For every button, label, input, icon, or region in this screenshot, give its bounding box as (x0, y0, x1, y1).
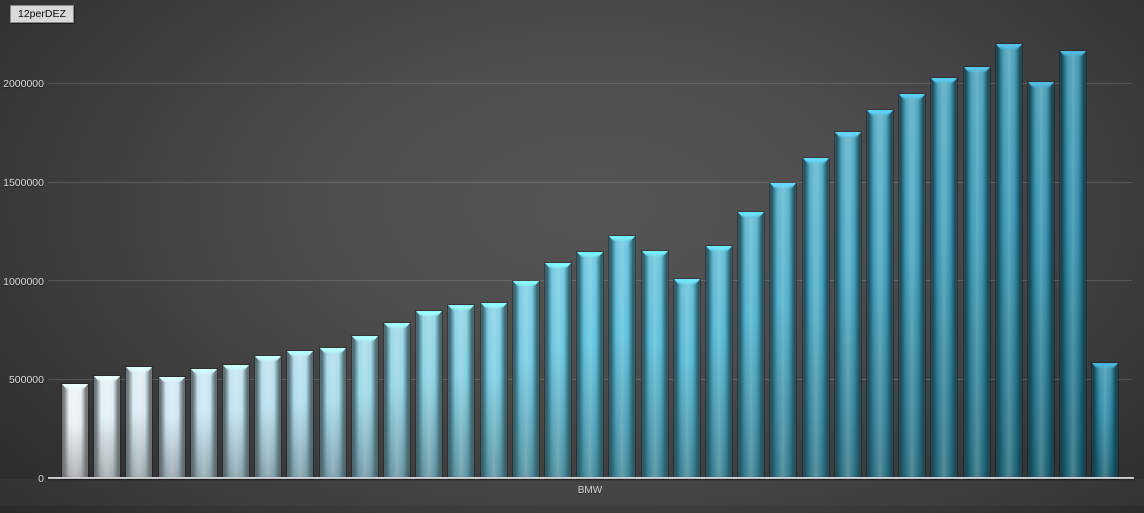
bar[interactable] (770, 183, 796, 479)
bar[interactable] (803, 158, 829, 479)
bar-top-bevel (545, 263, 571, 269)
bar-top-bevel (416, 311, 442, 317)
bar[interactable] (159, 377, 185, 479)
bar-top-bevel (126, 367, 152, 373)
bar-top-bevel (255, 356, 281, 362)
bar[interactable] (835, 132, 861, 479)
bar[interactable] (899, 94, 925, 479)
bar-top-bevel (159, 377, 185, 383)
bar[interactable] (706, 246, 732, 479)
bar-top-bevel (964, 67, 990, 73)
y-tick-label: 2000000 (3, 78, 44, 90)
bar[interactable] (513, 281, 539, 479)
bar-top-bevel (770, 183, 796, 189)
bar[interactable] (126, 367, 152, 479)
bar-top-bevel (223, 365, 249, 371)
bar[interactable] (996, 44, 1022, 479)
y-axis: 0 500000 1000000 1500000 2000000 (0, 0, 44, 485)
bar-top-bevel (384, 323, 410, 329)
x-axis-line (48, 477, 1134, 479)
bar-top-bevel (287, 351, 313, 357)
bar-top-bevel (448, 305, 474, 311)
bar-top-bevel (191, 369, 217, 375)
bar-top-bevel (738, 212, 764, 218)
y-tick-label: 1000000 (3, 275, 44, 288)
bar[interactable] (191, 369, 217, 479)
bar[interactable] (642, 251, 668, 479)
bar[interactable] (416, 311, 442, 479)
bar[interactable] (62, 384, 88, 479)
bar-top-bevel (931, 78, 957, 84)
bar-top-bevel (94, 376, 120, 382)
bar-top-bevel (352, 336, 378, 342)
bar[interactable] (545, 263, 571, 479)
bar-top-bevel (996, 44, 1022, 50)
bar[interactable] (931, 78, 957, 479)
x-axis-title[interactable]: BMW (577, 485, 603, 496)
bar[interactable] (94, 376, 120, 479)
bar-top-bevel (481, 303, 507, 309)
bar[interactable] (287, 351, 313, 479)
bar[interactable] (320, 348, 346, 479)
bar-top-bevel (577, 252, 603, 258)
y-tick-label: 500000 (8, 374, 44, 387)
bar-top-bevel (62, 384, 88, 390)
series-legend-badge[interactable]: 12perDEZ (10, 5, 74, 23)
bar[interactable] (674, 279, 700, 479)
bar[interactable] (609, 236, 635, 479)
bar[interactable] (352, 336, 378, 479)
bar-top-bevel (1060, 51, 1086, 57)
bar[interactable] (384, 323, 410, 479)
bar[interactable] (964, 67, 990, 479)
bar-top-bevel (513, 281, 539, 287)
bar[interactable] (448, 305, 474, 479)
y-tick-label: 1500000 (3, 176, 44, 189)
bar[interactable] (1092, 363, 1118, 479)
bar-top-bevel (609, 236, 635, 242)
bar-top-bevel (803, 158, 829, 164)
bar[interactable] (1060, 51, 1086, 479)
bar-top-bevel (1028, 82, 1054, 88)
bar[interactable] (1028, 82, 1054, 479)
bar-top-bevel (320, 348, 346, 354)
gridline (48, 182, 1132, 183)
bar-top-bevel (642, 251, 668, 257)
bar[interactable] (738, 212, 764, 479)
bar[interactable] (481, 303, 507, 479)
bar[interactable] (867, 110, 893, 479)
bar-top-bevel (835, 132, 861, 138)
bar[interactable] (223, 365, 249, 479)
gridline (48, 83, 1132, 84)
bar[interactable] (255, 356, 281, 479)
bar[interactable] (577, 252, 603, 479)
bar-top-bevel (1092, 363, 1118, 369)
bar-top-bevel (706, 246, 732, 252)
plot-area (48, 0, 1132, 479)
bar-top-bevel (899, 94, 925, 100)
bar-top-bevel (674, 279, 700, 285)
y-tick-label: 0 (38, 473, 44, 485)
bar-top-bevel (867, 110, 893, 116)
